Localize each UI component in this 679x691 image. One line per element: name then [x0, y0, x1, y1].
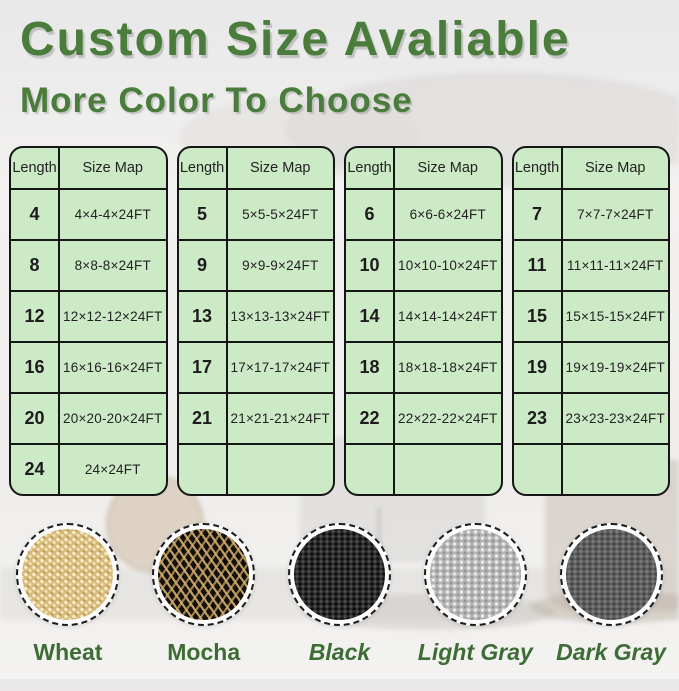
length-cell: 24 [11, 445, 58, 494]
length-cell-empty [346, 445, 393, 494]
length-cell: 18 [346, 343, 393, 392]
color-swatches: Wheat Mocha Black Light Gray Dark Gray [0, 523, 679, 666]
size-map-cell: 20×20-20×24FT [60, 394, 166, 443]
length-cell: 21 [178, 394, 226, 443]
length-cell: 15 [513, 292, 561, 341]
size-map-cell: 10×10-10×24FT [395, 241, 501, 290]
size-map-cell-empty [227, 445, 333, 494]
size-map-cell-empty [562, 445, 668, 494]
light-gray-fabric-sample [429, 529, 521, 620]
size-map-cell: 19×19-19×24FT [562, 343, 668, 392]
dark-gray-fabric-sample [565, 529, 657, 620]
size-map-cell: 6×6-6×24FT [395, 190, 501, 239]
column-header-size-map: Size Map [60, 148, 166, 188]
swatch-label: Dark Gray [556, 639, 667, 665]
length-cell: 9 [178, 241, 226, 290]
size-tables: Length Size Map 4 4×4-4×24FT 8 8×8-8×24F… [0, 146, 679, 496]
size-map-cell: 13×13-13×24FT [227, 292, 333, 341]
size-map-cell: 8×8-8×24FT [60, 241, 166, 290]
swatch-dashed-ring [559, 523, 663, 626]
swatch-label: Light Gray [417, 639, 533, 665]
length-cell: 16 [11, 343, 58, 392]
length-cell: 22 [346, 394, 393, 443]
size-map-cell: 18×18-18×24FT [395, 343, 501, 392]
wheat-fabric-sample [22, 529, 114, 620]
infographic: Custom Size Avaliable More Color To Choo… [0, 12, 679, 666]
length-cell: 17 [178, 343, 226, 392]
column-header-length: Length [346, 148, 393, 188]
swatch-label: Wheat [33, 639, 103, 665]
page-subtitle: More Color To Choose [20, 81, 413, 120]
size-map-cell: 9×9-9×24FT [227, 241, 333, 290]
swatch-dashed-ring [423, 523, 527, 626]
column-header-size-map: Size Map [227, 148, 333, 188]
size-map-cell: 7×7-7×24FT [562, 190, 668, 239]
size-map-cell: 21×21-21×24FT [227, 394, 333, 443]
swatch-label: Black [308, 639, 371, 665]
swatch-light-gray: Light Gray [407, 523, 543, 666]
length-cell: 20 [11, 394, 58, 443]
size-map-cell: 4×4-4×24FT [60, 190, 166, 239]
length-cell: 7 [513, 190, 561, 239]
length-cell: 12 [11, 292, 58, 341]
length-cell: 19 [513, 343, 561, 392]
size-map-cell: 24×24FT [60, 445, 166, 494]
size-map-cell: 15×15-15×24FT [562, 292, 668, 341]
length-cell: 6 [346, 190, 393, 239]
size-map-cell-empty [395, 445, 501, 494]
column-header-size-map: Size Map [562, 148, 668, 188]
size-table-4: Length Size Map 7 7×7-7×24FT 11 11×11-11… [511, 146, 670, 496]
size-map-cell: 14×14-14×24FT [395, 292, 501, 341]
size-map-cell: 22×22-22×24FT [395, 394, 501, 443]
length-cell: 23 [513, 394, 561, 443]
column-header-size-map: Size Map [395, 148, 501, 188]
column-header-length: Length [11, 148, 58, 188]
black-fabric-sample [293, 529, 385, 620]
size-map-cell: 12×12-12×24FT [60, 292, 166, 341]
size-map-cell: 17×17-17×24FT [227, 343, 333, 392]
length-cell: 14 [346, 292, 393, 341]
size-table-1: Length Size Map 4 4×4-4×24FT 8 8×8-8×24F… [9, 146, 168, 496]
length-cell-empty [513, 445, 561, 494]
length-cell: 11 [513, 241, 561, 290]
swatch-black: Black [272, 523, 408, 666]
column-header-length: Length [513, 148, 561, 188]
size-map-cell: 5×5-5×24FT [227, 190, 333, 239]
swatch-dashed-ring [16, 523, 120, 626]
swatch-wheat: Wheat [0, 523, 136, 666]
length-cell: 5 [178, 190, 226, 239]
size-table-2: Length Size Map 5 5×5-5×24FT 9 9×9-9×24F… [176, 146, 335, 496]
size-table-3: Length Size Map 6 6×6-6×24FT 10 10×10-10… [344, 146, 503, 496]
swatch-dark-gray: Dark Gray [543, 523, 679, 666]
page-title: Custom Size Avaliable [20, 13, 571, 66]
swatch-label: Mocha [167, 639, 241, 665]
size-map-cell: 16×16-16×24FT [60, 343, 166, 392]
length-cell: 4 [11, 190, 58, 239]
length-cell-empty [178, 445, 226, 494]
size-map-cell: 23×23-23×24FT [562, 394, 668, 443]
length-cell: 10 [346, 241, 393, 290]
length-cell: 13 [178, 292, 226, 341]
swatch-dashed-ring [287, 523, 391, 626]
column-header-length: Length [178, 148, 226, 188]
mocha-fabric-sample [158, 529, 250, 620]
swatch-dashed-ring [152, 523, 256, 626]
swatch-mocha: Mocha [136, 523, 272, 666]
length-cell: 8 [11, 241, 58, 290]
size-map-cell: 11×11-11×24FT [562, 241, 668, 290]
